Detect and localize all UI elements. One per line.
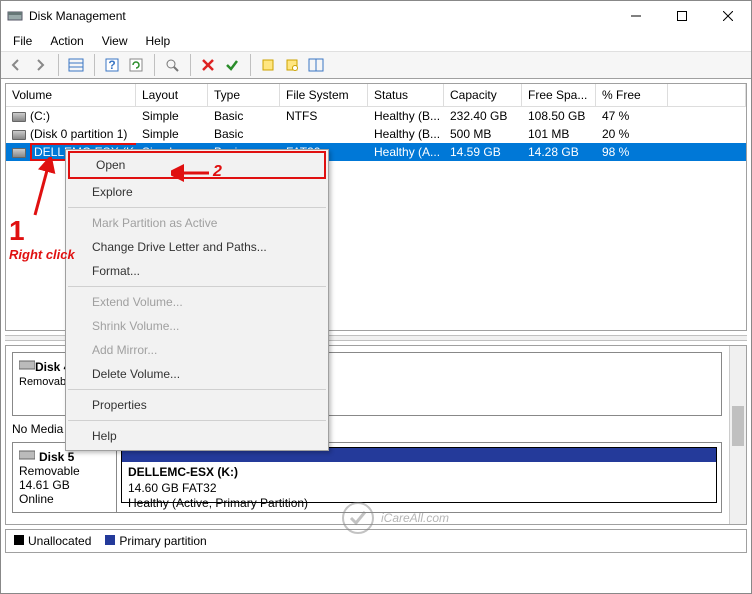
cell-layout: Simple [136,125,208,143]
context-menu-add-mirror: Add Mirror... [66,338,328,362]
col-filesystem[interactable]: File System [280,84,368,106]
menu-action[interactable]: Action [42,32,91,50]
context-menu-properties[interactable]: Properties [66,393,328,417]
annotation-2-number: 2 [213,163,222,181]
close-button[interactable] [705,1,751,31]
toolbar-separator [245,54,251,76]
context-menu-delete-volume[interactable]: Delete Volume... [66,362,328,386]
back-button[interactable] [5,54,27,76]
disk5-title: Disk 5 [39,450,74,464]
refresh-icon[interactable] [125,54,147,76]
col-freespace[interactable]: Free Spa... [522,84,596,106]
col-pctfree[interactable]: % Free [596,84,668,106]
col-spacer [668,84,746,106]
col-status[interactable]: Status [368,84,444,106]
cell-fs: NTFS [280,107,368,125]
context-menu-shrink-volume: Shrink Volume... [66,314,328,338]
menu-help[interactable]: Help [138,32,179,50]
properties-icon[interactable] [281,54,303,76]
disk5-vol-name: DELLEMC-ESX (K:) [128,465,238,479]
cell-capacity: 232.40 GB [444,107,522,125]
cell-capacity: 500 MB [444,125,522,143]
cell-pct: 20 % [596,125,668,143]
check-icon[interactable] [221,54,243,76]
cell-volume: (C:) [6,107,136,125]
toolbar: ? [1,51,751,79]
context-menu-mark-partition-as-active: Mark Partition as Active [66,211,328,235]
context-menu-open[interactable]: Open [68,151,326,179]
legend-primary: Primary partition [105,534,206,548]
cell-status: Healthy (B... [368,125,444,143]
menu-bar: File Action View Help [1,31,751,51]
drive-icon [19,449,35,464]
menu-file[interactable]: File [5,32,40,50]
cell-status: Healthy (A... [368,143,444,161]
toolbar-separator [149,54,155,76]
cell-free: 14.28 GB [522,143,596,161]
cell-status: Healthy (B... [368,107,444,125]
context-menu-extend-volume: Extend Volume... [66,290,328,314]
context-menu-explore[interactable]: Explore [66,180,328,204]
cell-pct: 98 % [596,143,668,161]
col-layout[interactable]: Layout [136,84,208,106]
disk5-vol-size: 14.60 GB FAT32 [128,481,217,495]
context-menu-format[interactable]: Format... [66,259,328,283]
context-menu: OpenExplore Mark Partition as ActiveChang… [65,149,329,451]
toolbar-separator [53,54,59,76]
disk5-volume[interactable]: DELLEMC-ESX (K:) 14.60 GB FAT32 Healthy … [121,447,717,503]
context-menu-separator [68,207,326,208]
svg-text:?: ? [108,58,115,72]
col-type[interactable]: Type [208,84,280,106]
cell-volume: (Disk 0 partition 1) [6,125,136,143]
context-menu-separator [68,389,326,390]
context-menu-separator [68,420,326,421]
volume-row[interactable]: (Disk 0 partition 1)SimpleBasic Healthy (… [6,125,746,143]
minimize-button[interactable] [613,1,659,31]
disk5-size: 14.61 GB [19,478,110,492]
legend-unallocated: Unallocated [14,534,91,548]
col-volume[interactable]: Volume [6,84,136,106]
col-capacity[interactable]: Capacity [444,84,522,106]
cell-layout: Simple [136,107,208,125]
watermark: iCareAll.com [341,501,449,535]
context-menu-change-drive-letter-and-paths[interactable]: Change Drive Letter and Paths... [66,235,328,259]
cell-pct: 47 % [596,107,668,125]
volume-row[interactable]: (C:)SimpleBasicNTFSHealthy (B...232.40 G… [6,107,746,125]
help-icon[interactable]: ? [101,54,123,76]
cell-fs [280,125,368,143]
forward-button[interactable] [29,54,51,76]
toolbar-separator [185,54,191,76]
cell-type: Basic [208,107,280,125]
layout-icon[interactable] [305,54,327,76]
cell-capacity: 14.59 GB [444,143,522,161]
toolbar-separator [89,54,95,76]
menu-view[interactable]: View [94,32,136,50]
new-icon[interactable] [257,54,279,76]
cell-free: 108.50 GB [522,107,596,125]
title-bar: Disk Management [1,1,751,31]
context-menu-help[interactable]: Help [66,424,328,448]
cell-free: 101 MB [522,125,596,143]
find-icon[interactable] [161,54,183,76]
drive-icon [19,360,35,374]
volume-list-header: Volume Layout Type File System Status Ca… [6,84,746,107]
context-menu-separator [68,286,326,287]
disk-management-icon [7,8,23,24]
vertical-scrollbar[interactable] [729,346,746,524]
disk5-type: Removable [19,464,110,478]
disk5-status: Online [19,492,110,506]
window-title: Disk Management [29,9,613,23]
view-list-icon[interactable] [65,54,87,76]
maximize-button[interactable] [659,1,705,31]
cell-type: Basic [208,125,280,143]
delete-icon[interactable] [197,54,219,76]
disk5-vol-status: Healthy (Active, Primary Partition) [128,496,308,510]
